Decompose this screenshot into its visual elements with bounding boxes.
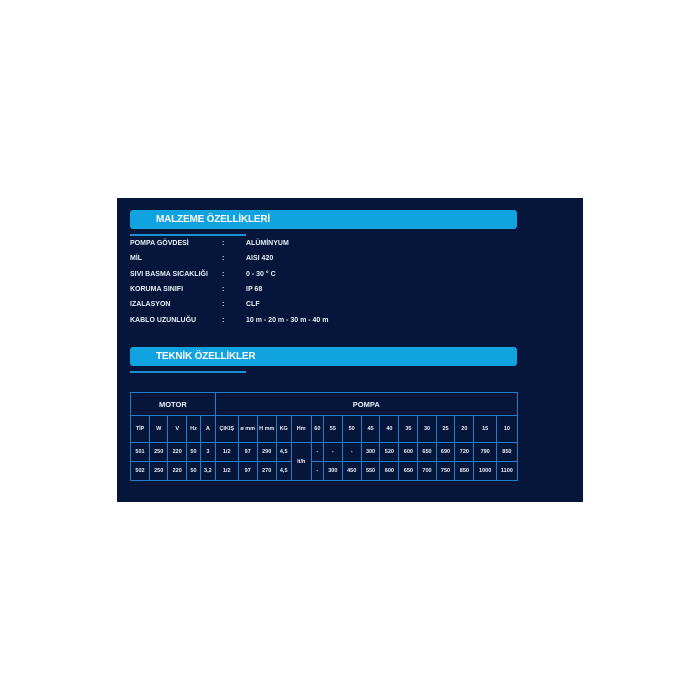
table-cell: 50	[185, 442, 201, 462]
table-cell: 300	[323, 461, 343, 481]
technical-table: MOTOR POMPA TİP W V Hz A ÇIKIŞ ø mm H mm KG Hm 60 55 5…	[130, 392, 518, 481]
column-header: 25	[435, 415, 456, 443]
column-header: Hz	[185, 415, 201, 443]
table-cell: 750	[435, 461, 456, 481]
table-cell: 690	[435, 442, 456, 462]
table-cell: 650	[398, 461, 419, 481]
spec-value: IP 68	[246, 285, 263, 293]
table-cell: 1/2	[214, 442, 239, 462]
table-row: 501 250 220 50 3 1/2 97 290 4,5 lt/h - - -300 520 600 6…	[130, 442, 518, 481]
table-cell: 4,5	[275, 461, 292, 481]
column-header: V	[167, 415, 187, 443]
column-header: Hm	[290, 415, 312, 443]
column-header: 10	[495, 415, 518, 443]
spec-separator: :	[222, 301, 225, 309]
column-header: KG	[275, 415, 292, 443]
table-cell: 1100	[495, 461, 518, 481]
spec-value: AISI 420	[246, 255, 274, 263]
table-cell: 4,5	[275, 442, 292, 462]
column-header: 20	[454, 415, 475, 443]
spec-row: IZALASYON: CLF	[130, 297, 430, 312]
column-header: 15	[473, 415, 497, 443]
pump-group-header: POMPA	[214, 392, 518, 416]
column-header: ø mm	[237, 415, 258, 443]
material-section-header: MALZEME ÖZELLİKLERİ	[130, 210, 517, 229]
table-cell: -	[310, 461, 325, 481]
spec-row: MİL: AISI 420	[130, 251, 430, 266]
table-cell: 97	[237, 461, 258, 481]
spec-value: 10 m - 20 m - 30 m - 40 m	[246, 316, 329, 324]
spec-separator: :	[222, 285, 225, 293]
table-cell: 3,2	[199, 461, 216, 481]
spec-separator: :	[222, 270, 225, 278]
column-header: TİP	[130, 415, 150, 443]
column-header: 30	[417, 415, 437, 443]
spec-key: MİL	[130, 255, 143, 263]
table-cell: 97	[237, 442, 258, 462]
unit-cell: lt/h	[290, 442, 312, 481]
table-cell: 50	[185, 461, 201, 481]
table-cell: 220	[167, 461, 187, 481]
table-cell: 720	[454, 442, 475, 462]
column-header: 55	[323, 415, 343, 443]
spec-value: 0 - 30 ° C	[246, 270, 276, 278]
table-cell: 290	[256, 442, 277, 462]
table-cell: 700	[417, 461, 437, 481]
column-header: H mm	[256, 415, 277, 443]
table-cell: 790	[473, 442, 497, 462]
spec-separator: :	[222, 240, 225, 247]
table-cell: 220	[167, 442, 187, 462]
column-header: ÇIKIŞ	[214, 415, 239, 443]
divider	[130, 371, 246, 373]
table-cell: 600	[398, 442, 419, 462]
technical-section-header: TEKNİK ÖZELLİKLER	[130, 347, 517, 366]
table-cell: -	[341, 442, 362, 462]
table-cell: 250	[148, 461, 169, 481]
table-cell: 450	[341, 461, 362, 481]
table-cell: 850	[454, 461, 475, 481]
spec-panel: MALZEME ÖZELLİKLERİ POMPA GÖVDESİ: ALÜMİN…	[117, 198, 583, 502]
column-header: 60	[310, 415, 325, 443]
spec-row: KORUMA SINIFI: IP 68	[130, 282, 430, 297]
spec-row: POMPA GÖVDESİ: ALÜMİNYUM	[130, 236, 430, 251]
table-cell: -	[310, 442, 325, 462]
table-cell: 501	[130, 442, 150, 462]
table-row: 502 250 220 50 3,2 1/2 97 270 4,5 -300 450 550 600 65…	[130, 461, 518, 481]
table-cell: 3	[199, 442, 216, 462]
table-cell: 650	[417, 442, 437, 462]
divider	[130, 234, 246, 236]
table-cell: 600	[379, 461, 400, 481]
table-cell: 1000	[473, 461, 497, 481]
table-cell: 270	[256, 461, 277, 481]
column-header: A	[199, 415, 216, 443]
column-header: W	[148, 415, 169, 443]
table-cell: 850	[495, 442, 518, 462]
spec-separator: :	[222, 316, 225, 324]
table-cell: 502	[130, 461, 150, 481]
column-header: 35	[398, 415, 419, 443]
spec-value: ALÜMİNYUM	[246, 240, 289, 247]
column-header: 45	[360, 415, 381, 443]
group-header-row: MOTOR POMPA	[130, 392, 518, 416]
table-cell: 250	[148, 442, 169, 462]
spec-key: IZALASYON	[130, 301, 171, 309]
spec-separator: :	[222, 255, 225, 263]
column-header: 40	[379, 415, 400, 443]
table-cell: 1/2	[214, 461, 239, 481]
spec-key: KABLO UZUNLUĞU	[130, 316, 197, 324]
table-cell: 520	[379, 442, 400, 462]
table-cell: -	[323, 442, 343, 462]
table-cell: 300	[360, 442, 381, 462]
spec-row: SIVI BASMA SICAKLIĞI: 0 - 30 ° C	[130, 267, 430, 282]
spec-key: SIVI BASMA SICAKLIĞI	[130, 270, 208, 278]
spec-row: KABLO UZUNLUĞU: 10 m - 20 m - 30 m - 40 m	[130, 313, 430, 328]
spec-key: KORUMA SINIFI	[130, 285, 184, 293]
column-header: 50	[341, 415, 362, 443]
spec-value: CLF	[246, 301, 260, 309]
table-cell: 550	[360, 461, 381, 481]
column-header-row: TİP W V Hz A ÇIKIŞ ø mm H mm KG Hm 60 55 50 45 40 35 30 2…	[130, 415, 518, 443]
motor-group-header: MOTOR	[130, 392, 216, 416]
spec-key: POMPA GÖVDESİ	[130, 240, 189, 247]
